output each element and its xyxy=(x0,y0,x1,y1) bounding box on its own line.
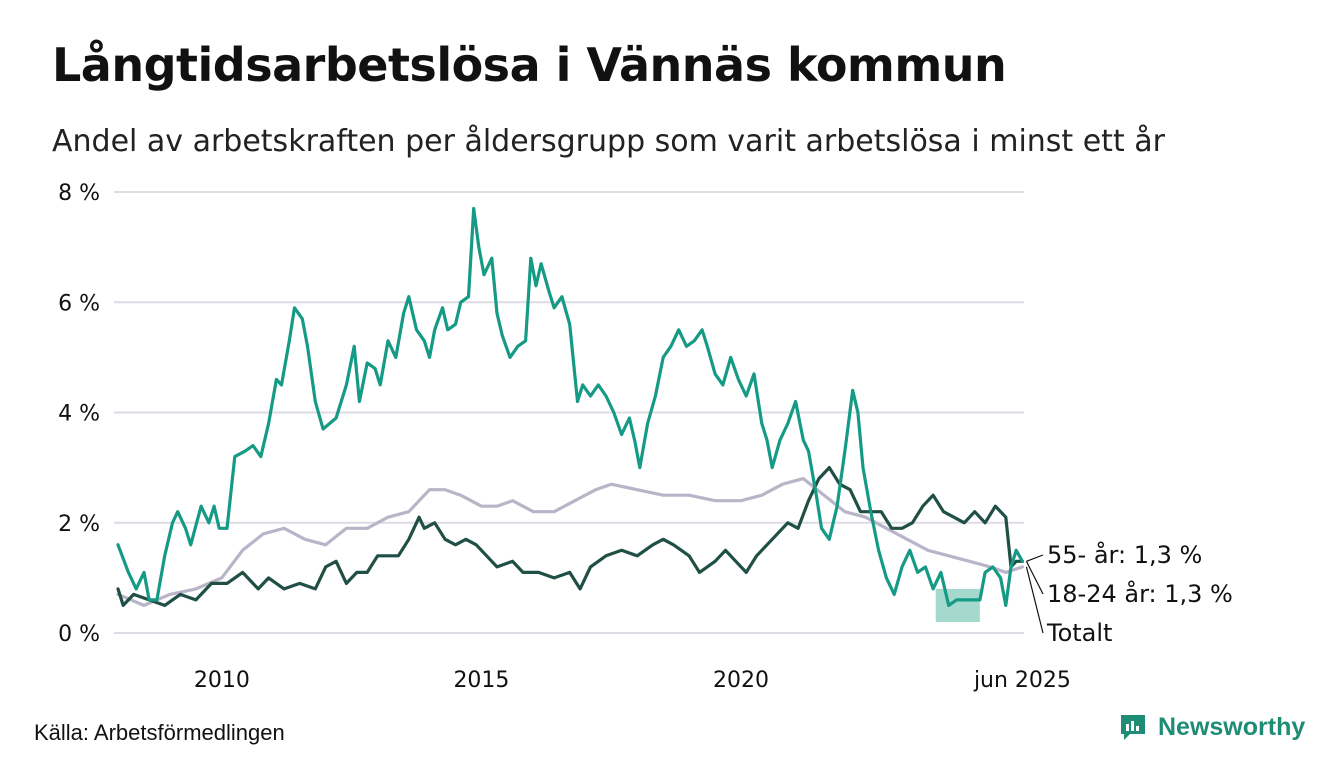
y-tick-label: 4 % xyxy=(58,402,100,427)
y-tick-label: 6 % xyxy=(58,291,100,316)
source-note: Källa: Arbetsförmedlingen xyxy=(34,720,285,745)
uncertainty-band xyxy=(935,588,980,622)
range-band xyxy=(935,588,980,622)
series-lines xyxy=(116,206,1024,607)
x-axis: 2010 2015 2020 jun 2025 xyxy=(194,668,1071,693)
end-labels: 55- år: 1,3 % 18-24 år: 1,3 % Totalt xyxy=(1025,540,1233,647)
chart-subtitle: Andel av arbetskraften per åldersgrupp s… xyxy=(52,124,1165,159)
end-label-leader-55 xyxy=(1026,554,1044,562)
end-label-leader-18 xyxy=(1025,561,1044,595)
grid-lines xyxy=(114,191,1024,634)
y-tick-label: 0 % xyxy=(58,622,100,647)
end-label-55: 55- år: 1,3 % xyxy=(1047,540,1202,569)
chart-title: Långtidsarbetslösa i Vännäs kommun xyxy=(52,38,1007,92)
y-tick-label: 8 % xyxy=(58,181,100,206)
end-label-leader-tot xyxy=(1025,566,1044,634)
newsworthy-logo-icon xyxy=(1121,715,1145,740)
series-line-55 xyxy=(116,466,1024,607)
x-tick-label: jun 2025 xyxy=(973,668,1071,693)
x-tick-label: 2010 xyxy=(194,668,250,693)
x-tick-label: 2015 xyxy=(453,668,509,693)
end-label-tot: Totalt xyxy=(1046,619,1112,647)
brand-logo[interactable]: Newsworthy xyxy=(1118,712,1305,742)
line-chart: 0 % 2 % 4 % 6 % 8 % 2010 2015 2020 jun 2025 55-… xyxy=(58,181,1233,693)
series-line-tot xyxy=(116,477,1024,607)
series-line-18 xyxy=(116,206,1024,607)
x-tick-label: 2020 xyxy=(713,668,769,693)
brand-name: Newsworthy xyxy=(1158,712,1306,741)
end-label-18: 18-24 år: 1,3 % xyxy=(1047,579,1233,608)
y-tick-label: 2 % xyxy=(58,512,100,537)
y-axis: 0 % 2 % 4 % 6 % 8 % xyxy=(58,181,100,647)
